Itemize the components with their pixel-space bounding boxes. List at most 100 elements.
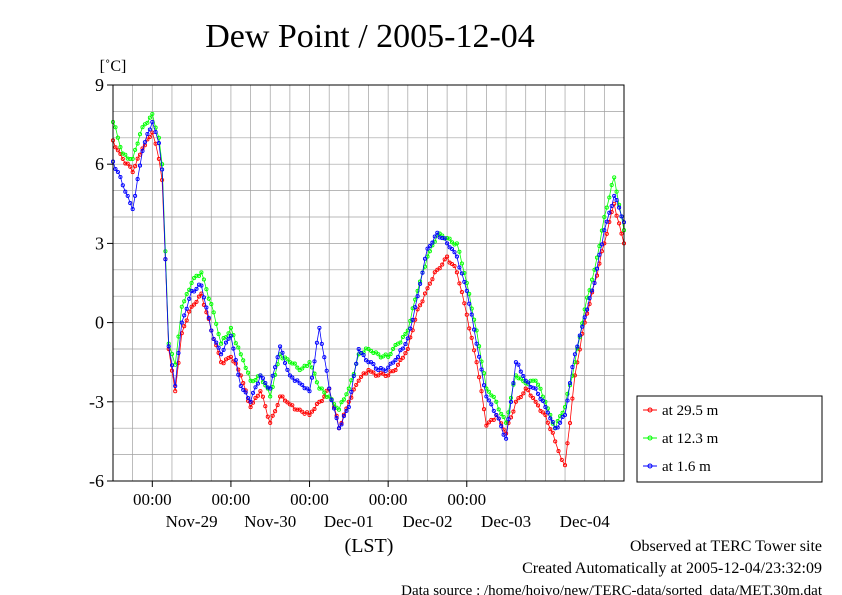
legend: at 29.5 m at 12.3 m at 1.6 m xyxy=(636,395,823,483)
series-point xyxy=(565,391,570,396)
series-point xyxy=(184,318,189,323)
series-point xyxy=(305,386,310,391)
series-point xyxy=(422,256,428,261)
series-point xyxy=(494,399,499,404)
x-date-label: Dec-04 xyxy=(560,512,611,531)
series-point xyxy=(173,383,178,389)
series-point xyxy=(371,362,376,367)
x-date-label: Dec-02 xyxy=(402,512,452,531)
legend-marker xyxy=(647,435,653,441)
series-point xyxy=(241,358,246,363)
x-date-label: Nov-30 xyxy=(244,512,296,531)
series-point xyxy=(292,378,297,383)
series-point xyxy=(228,325,233,330)
series-point xyxy=(607,210,612,215)
series-point xyxy=(459,261,464,266)
series-point xyxy=(336,426,342,431)
y-tick-label: 3 xyxy=(95,233,104,253)
series-point xyxy=(209,302,214,307)
series-point xyxy=(305,363,310,368)
series-point xyxy=(479,367,484,372)
series-point xyxy=(297,407,302,412)
series-point xyxy=(341,414,346,419)
series-point xyxy=(452,264,457,269)
series-point xyxy=(290,403,295,408)
series-point xyxy=(511,409,516,414)
series-point xyxy=(184,306,189,311)
series-point xyxy=(133,147,138,152)
series-point xyxy=(587,296,592,301)
series-point xyxy=(543,405,548,410)
series-point xyxy=(302,386,307,391)
series-point xyxy=(604,219,609,224)
series-point xyxy=(128,157,133,162)
series-point xyxy=(317,399,322,404)
series-point xyxy=(346,399,351,404)
series-point xyxy=(120,156,125,161)
series-point xyxy=(241,381,246,386)
series-point xyxy=(395,354,401,359)
series-point xyxy=(467,326,472,331)
legend-label: at 12.3 m xyxy=(662,431,719,447)
series-point xyxy=(533,399,538,404)
series-point xyxy=(440,262,445,267)
series-point xyxy=(130,207,135,212)
series-point xyxy=(445,236,450,241)
series-point xyxy=(194,286,199,291)
series-point xyxy=(260,394,265,399)
series-point xyxy=(531,385,536,390)
series-point xyxy=(454,241,459,246)
plot-frame xyxy=(112,84,625,482)
series-point xyxy=(486,389,491,394)
series-point xyxy=(418,303,423,308)
series-point xyxy=(349,389,354,394)
series-point xyxy=(386,365,391,370)
series-point xyxy=(506,417,511,422)
series-point xyxy=(216,345,221,350)
series-point xyxy=(430,240,435,245)
series-point xyxy=(201,277,206,282)
series-point xyxy=(403,331,408,336)
series-point xyxy=(125,161,130,166)
series-point xyxy=(354,361,359,366)
series-point xyxy=(349,395,354,400)
series-point xyxy=(454,254,459,259)
series-point xyxy=(300,366,305,371)
series-point xyxy=(371,370,376,375)
legend-marker xyxy=(647,407,653,413)
series-point xyxy=(275,403,280,408)
series-point xyxy=(400,355,405,360)
series-point xyxy=(575,344,580,349)
y-tick-label: 0 xyxy=(95,313,104,333)
series-point xyxy=(354,382,359,387)
series-point xyxy=(462,270,467,276)
series-point xyxy=(226,331,231,336)
series-point xyxy=(160,167,165,172)
series-point xyxy=(176,360,181,365)
series-point xyxy=(435,230,440,235)
series-point xyxy=(540,398,545,403)
series-point xyxy=(528,393,533,398)
series-point xyxy=(513,360,518,365)
series-point xyxy=(398,340,403,345)
series-point xyxy=(617,221,622,226)
series-point xyxy=(314,401,319,407)
series-point xyxy=(496,416,501,421)
series-point xyxy=(484,394,489,399)
series-point xyxy=(196,294,202,299)
series-point xyxy=(612,193,617,198)
series-point xyxy=(228,354,233,359)
series-point xyxy=(567,381,573,386)
series-point xyxy=(309,375,315,380)
series-point xyxy=(329,398,334,403)
series-point xyxy=(565,441,570,446)
series-point xyxy=(211,310,216,315)
series-point xyxy=(472,348,477,353)
series-point xyxy=(378,371,383,376)
series-point xyxy=(572,352,577,357)
series-point xyxy=(602,214,607,220)
series-point xyxy=(526,380,531,385)
series-point xyxy=(452,250,457,255)
series-point xyxy=(192,302,197,307)
